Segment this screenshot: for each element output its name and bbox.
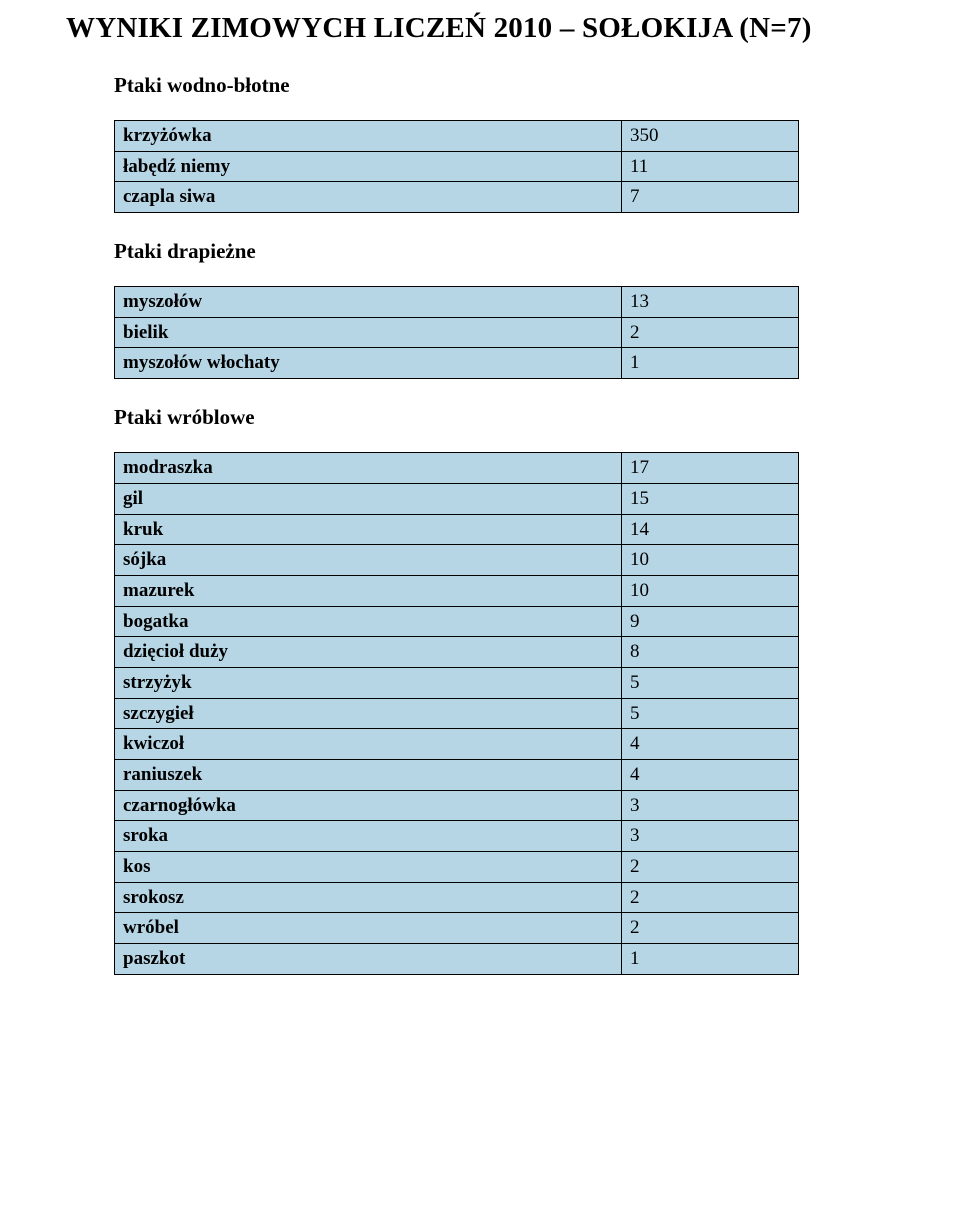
- species-name: mazurek: [115, 575, 622, 606]
- section-heading: Ptaki wróblowe: [66, 405, 894, 430]
- species-name: kruk: [115, 514, 622, 545]
- section-wodno-blotne: Ptaki wodno-błotne krzyżówka 350 łabędź …: [66, 73, 894, 213]
- species-name: myszołów włochaty: [115, 348, 622, 379]
- table-row: łabędź niemy 11: [115, 151, 799, 182]
- species-count: 5: [622, 698, 799, 729]
- species-count: 3: [622, 790, 799, 821]
- species-name: bogatka: [115, 606, 622, 637]
- table-row: szczygieł 5: [115, 698, 799, 729]
- table-row: myszołów 13: [115, 287, 799, 318]
- table-row: sroka 3: [115, 821, 799, 852]
- species-count: 2: [622, 882, 799, 913]
- species-count: 8: [622, 637, 799, 668]
- species-name: paszkot: [115, 944, 622, 975]
- species-name: krzyżówka: [115, 121, 622, 152]
- species-name: wróbel: [115, 913, 622, 944]
- section-heading: Ptaki wodno-błotne: [66, 73, 894, 98]
- species-name: modraszka: [115, 453, 622, 484]
- species-name: gil: [115, 483, 622, 514]
- section-wroblowe: Ptaki wróblowe modraszka 17 gil 15 kruk …: [66, 405, 894, 975]
- table-row: bogatka 9: [115, 606, 799, 637]
- table-row: kos 2: [115, 852, 799, 883]
- table-wroblowe: modraszka 17 gil 15 kruk 14 sójka 10 maz…: [114, 452, 799, 975]
- table-row: raniuszek 4: [115, 760, 799, 791]
- page-title: WYNIKI ZIMOWYCH LICZEŃ 2010 – SOŁOKIJA (…: [66, 12, 894, 45]
- species-count: 2: [622, 852, 799, 883]
- table-wodno-blotne: krzyżówka 350 łabędź niemy 11 czapla siw…: [114, 120, 799, 213]
- table-row: myszołów włochaty 1: [115, 348, 799, 379]
- species-count: 17: [622, 453, 799, 484]
- table-row: gil 15: [115, 483, 799, 514]
- species-count: 11: [622, 151, 799, 182]
- table-row: bielik 2: [115, 317, 799, 348]
- species-count: 9: [622, 606, 799, 637]
- species-count: 4: [622, 729, 799, 760]
- species-name: strzyżyk: [115, 667, 622, 698]
- species-name: kos: [115, 852, 622, 883]
- species-name: myszołów: [115, 287, 622, 318]
- species-name: raniuszek: [115, 760, 622, 791]
- section-drapiezne: Ptaki drapieżne myszołów 13 bielik 2 mys…: [66, 239, 894, 379]
- species-name: czarnogłówka: [115, 790, 622, 821]
- species-count: 13: [622, 287, 799, 318]
- species-count: 350: [622, 121, 799, 152]
- section-heading: Ptaki drapieżne: [66, 239, 894, 264]
- table-row: strzyżyk 5: [115, 667, 799, 698]
- table-row: kwiczoł 4: [115, 729, 799, 760]
- species-name: sroka: [115, 821, 622, 852]
- page: WYNIKI ZIMOWYCH LICZEŃ 2010 – SOŁOKIJA (…: [0, 0, 960, 1041]
- table-row: modraszka 17: [115, 453, 799, 484]
- table-row: mazurek 10: [115, 575, 799, 606]
- species-name: srokosz: [115, 882, 622, 913]
- table-row: paszkot 1: [115, 944, 799, 975]
- table-drapiezne: myszołów 13 bielik 2 myszołów włochaty 1: [114, 286, 799, 379]
- table-row: czapla siwa 7: [115, 182, 799, 213]
- table-row: krzyżówka 350: [115, 121, 799, 152]
- table-row: srokosz 2: [115, 882, 799, 913]
- species-name: szczygieł: [115, 698, 622, 729]
- species-count: 10: [622, 545, 799, 576]
- species-name: sójka: [115, 545, 622, 576]
- species-count: 7: [622, 182, 799, 213]
- species-count: 14: [622, 514, 799, 545]
- species-name: bielik: [115, 317, 622, 348]
- species-name: łabędź niemy: [115, 151, 622, 182]
- species-count: 2: [622, 317, 799, 348]
- species-name: kwiczoł: [115, 729, 622, 760]
- species-count: 2: [622, 913, 799, 944]
- table-row: wróbel 2: [115, 913, 799, 944]
- species-count: 3: [622, 821, 799, 852]
- table-row: czarnogłówka 3: [115, 790, 799, 821]
- species-count: 10: [622, 575, 799, 606]
- table-row: dzięcioł duży 8: [115, 637, 799, 668]
- species-count: 4: [622, 760, 799, 791]
- species-name: dzięcioł duży: [115, 637, 622, 668]
- table-row: kruk 14: [115, 514, 799, 545]
- species-count: 1: [622, 944, 799, 975]
- species-name: czapla siwa: [115, 182, 622, 213]
- species-count: 1: [622, 348, 799, 379]
- species-count: 5: [622, 667, 799, 698]
- species-count: 15: [622, 483, 799, 514]
- table-row: sójka 10: [115, 545, 799, 576]
